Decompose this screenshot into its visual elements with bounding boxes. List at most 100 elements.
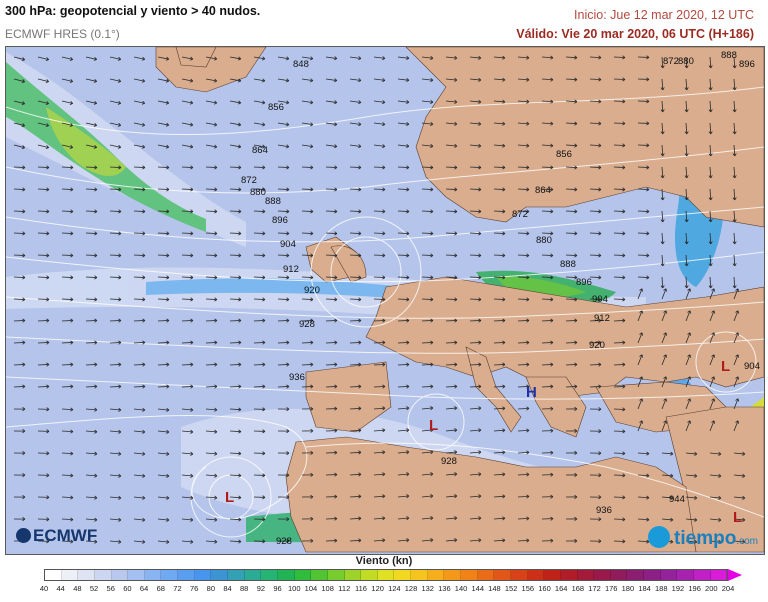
wind-arrow [133, 364, 146, 366]
wind-arrow-head [238, 407, 242, 410]
wind-arrow [301, 320, 314, 322]
wind-arrow-head [214, 318, 218, 321]
wind-arrow [61, 210, 74, 212]
wind-arrow-head [526, 55, 530, 59]
wind-arrow [493, 100, 505, 103]
wind-arrow [613, 188, 626, 190]
wind-arrow [565, 298, 578, 300]
wind-arrow-head [358, 364, 362, 367]
wind-arrow [253, 188, 266, 190]
wind-arrow-head [430, 364, 434, 367]
wind-arrow-head [598, 384, 602, 387]
wind-arrow-head [684, 109, 688, 113]
wind-arrow-head [334, 538, 338, 541]
wind-arrow-head [310, 340, 314, 343]
wind-arrow-head [550, 430, 554, 433]
wind-arrow-head [46, 517, 50, 520]
wind-arrow [421, 539, 433, 542]
wind-arrow [229, 474, 242, 477]
wind-arrow-head [686, 65, 689, 69]
wind-arrow [373, 100, 385, 103]
wind-arrow-head [454, 320, 458, 323]
wind-arrow-head [710, 197, 713, 201]
wind-arrow-head [382, 539, 386, 543]
wind-arrow-head [622, 320, 626, 323]
wind-arrow [373, 495, 385, 498]
wind-arrow-head [237, 146, 241, 149]
wind-arrow-head [262, 165, 266, 168]
wind-arrow-head [166, 495, 170, 499]
wind-arrow [661, 100, 664, 113]
wind-arrow-head [46, 342, 50, 345]
wind-arrow-head [406, 495, 410, 499]
wind-arrow-head [46, 407, 50, 410]
wind-arrow [85, 78, 97, 82]
wind-arrow-head [382, 277, 386, 280]
wind-arrow-head [665, 398, 668, 402]
wind-arrow [181, 496, 193, 499]
wind-arrow-head [526, 123, 530, 126]
wind-arrow-head [478, 472, 482, 475]
wind-arrow-head [166, 320, 170, 323]
wind-arrow-head [238, 56, 242, 60]
wind-arrow-head [262, 100, 266, 104]
wind-arrow [61, 364, 74, 366]
wind-arrow [61, 386, 74, 388]
wind-arrow [613, 144, 626, 146]
wind-arrow-head [454, 362, 458, 365]
wind-arrow [109, 342, 122, 344]
land [155, 47, 764, 553]
wind-arrow-head [670, 541, 674, 544]
wind-arrow-head [70, 340, 74, 343]
wind-arrow-head [382, 516, 386, 519]
wind-arrow-head [406, 340, 410, 343]
wind-arrow-head [118, 100, 122, 104]
wind-arrow-head [334, 406, 338, 409]
wind-arrow [109, 430, 121, 433]
wind-arrow [661, 166, 664, 179]
wind-arrow-head [708, 197, 712, 201]
wind-arrow-head [430, 384, 434, 387]
wind-arrow [181, 100, 193, 104]
wind-arrow-head [358, 146, 362, 149]
wind-arrow-head [142, 453, 146, 456]
wind-arrow-head [118, 187, 122, 190]
wind-arrow [61, 188, 74, 190]
wind-arrow [205, 276, 218, 278]
wind-arrow-head [478, 429, 482, 433]
wind-arrow-head [166, 299, 170, 302]
wind-arrow-head [622, 77, 626, 80]
wind-arrow [469, 386, 482, 388]
legend-color-cell [244, 570, 262, 580]
wind-arrow-head [334, 78, 338, 81]
wind-arrow-head [45, 103, 49, 106]
wind-arrow-head [190, 167, 194, 170]
wind-arrow [397, 539, 409, 542]
wind-arrow-head [70, 318, 74, 321]
wind-arrow-head [214, 78, 218, 82]
wind-arrow-head [310, 277, 314, 280]
wind-arrow-head [334, 540, 338, 543]
wind-arrow-head [598, 297, 602, 300]
wind-arrow-head [622, 101, 626, 104]
wind-arrow-head [406, 451, 410, 455]
wind-arrow-head [286, 539, 290, 542]
wind-arrow-head [358, 100, 362, 103]
wind-arrow-head [430, 407, 434, 411]
wind-arrow-head [190, 255, 194, 258]
wind-arrow [205, 408, 217, 411]
tiempo-logo[interactable]: tiempo.com [648, 526, 758, 550]
wind-arrow [589, 298, 602, 300]
wind-arrow-head [310, 496, 314, 499]
wind-arrow-head [22, 275, 26, 278]
wind-arrow-head [46, 340, 50, 343]
wind-arrow-head [45, 147, 49, 150]
wind-arrow-head [214, 519, 218, 522]
wind-arrow [157, 144, 169, 148]
wind-arrow-head [710, 131, 713, 135]
wind-arrow-head [190, 209, 194, 212]
wind-arrow-head [70, 342, 74, 345]
wind-arrow [301, 166, 314, 168]
wind-arrow [637, 232, 650, 234]
wind-arrow-head [430, 342, 434, 345]
